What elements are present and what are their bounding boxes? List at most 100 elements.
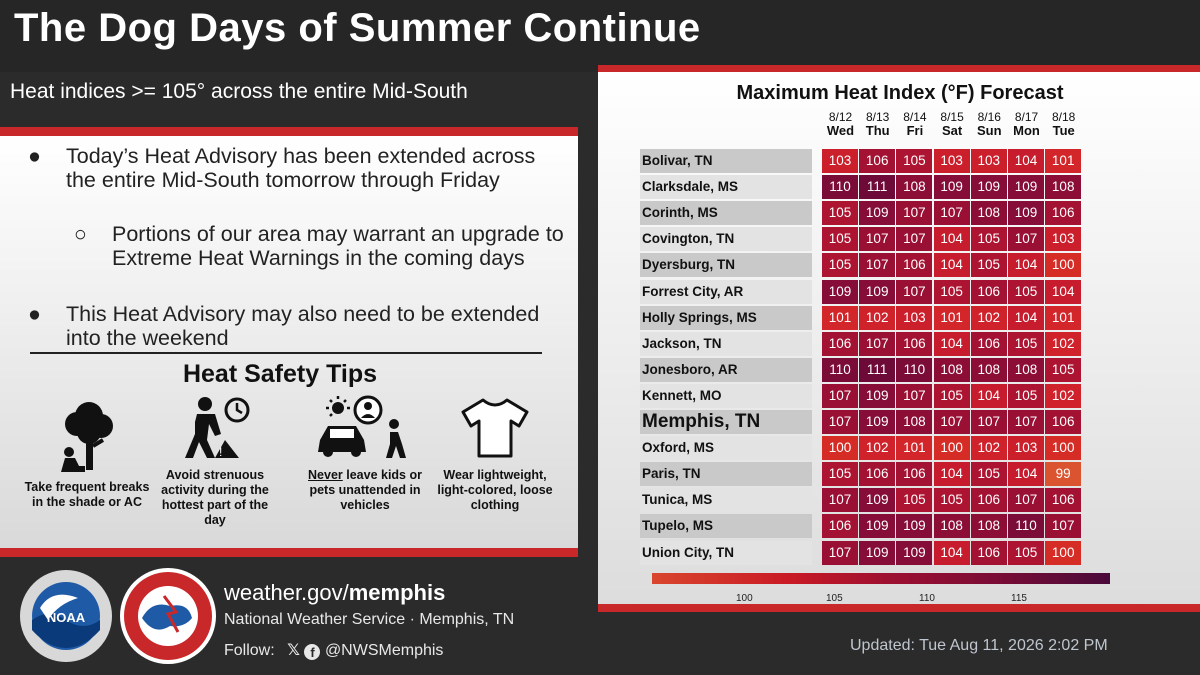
heat-index-cell: 107 [822, 410, 858, 434]
tip-vehicle: Never leave kids or pets unattended in v… [300, 394, 430, 513]
heat-index-cell: 109 [896, 540, 933, 565]
city-name: Bolivar, TN [640, 149, 812, 173]
red-stripe [598, 604, 1200, 612]
city-name: Dyersburg, TN [640, 253, 812, 278]
heat-index-cell: 108 [933, 357, 970, 382]
heat-index-cell: 102 [970, 436, 1007, 461]
day-date: 8/13 [866, 110, 890, 124]
heat-index-cell: 107 [896, 201, 933, 226]
heat-index-cell: 106 [822, 331, 858, 356]
tshirt-icon [461, 398, 529, 458]
heat-index-cell: 107 [1008, 227, 1044, 252]
legend-tick-label: 115 [1011, 593, 1027, 604]
heat-index-cell: 103 [822, 149, 858, 173]
day-header: 8/15 Sat [934, 110, 971, 138]
table-row: Bolivar, TN 103 106 105 103 103 104 101 [640, 149, 1140, 175]
heat-index-cell: 102 [859, 436, 896, 461]
legend-tick-label: 105 [826, 593, 843, 604]
table-row: Corinth, MS 105 109 107 107 108 109 106 [640, 201, 1140, 227]
heat-index-cell: 105 [822, 253, 858, 278]
heat-index-cell: 101 [896, 436, 933, 461]
heat-index-cell: 107 [859, 331, 896, 356]
table-row: Tupelo, MS 106 109 109 108 108 110 107 [640, 514, 1140, 540]
page-subtitle: Heat indices >= 105° across the entire M… [10, 80, 468, 103]
table-row: Forrest City, AR 109 109 107 105 106 105 104 [640, 279, 1140, 306]
heat-index-cell: 108 [970, 514, 1007, 539]
heat-index-cell: 107 [822, 488, 858, 513]
heat-index-cell: 100 [1045, 253, 1082, 278]
heat-index-cell: 105 [933, 279, 970, 304]
day-weekday: Fri [906, 123, 924, 138]
heat-index-cell: 107 [896, 383, 933, 408]
tip-vehicle-text: Never leave kids or pets unattended in v… [308, 468, 422, 512]
heat-index-cell: 102 [1045, 383, 1082, 408]
legend-tick-label: 100 [736, 593, 753, 604]
heat-index-cell: 108 [896, 175, 933, 200]
worker-clock-icon: ! [185, 397, 250, 459]
table-row: Holly Springs, MS 101 102 103 101 102 104 101 [640, 305, 1140, 332]
day-date: 8/17 [1014, 110, 1039, 124]
heat-index-cell: 105 [933, 383, 970, 408]
heat-index-cell: 105 [1045, 357, 1082, 382]
heat-index-cell: 105 [1008, 383, 1044, 408]
heat-index-cell: 104 [1008, 305, 1044, 330]
heat-index-cell: 103 [896, 305, 933, 330]
heat-index-cell: 105 [896, 488, 933, 513]
follow-label: Follow: [224, 642, 275, 659]
heat-index-cell: 102 [859, 305, 896, 330]
heat-index-cell: 105 [822, 201, 858, 226]
heat-index-cell: 108 [970, 201, 1007, 226]
heat-index-cell: 106 [970, 331, 1007, 356]
table-row: Oxford, MS 100 102 101 100 102 103 100 [640, 436, 1140, 462]
heat-index-cell: 109 [859, 488, 896, 513]
day-header: 8/14 Fri [896, 110, 933, 138]
title-bar [0, 0, 1200, 72]
heat-index-cell: 107 [896, 227, 933, 252]
table-row: Dyersburg, TN 105 107 106 104 105 104 100 [640, 253, 1140, 279]
website-link[interactable]: weather.gov/memphis [224, 580, 446, 605]
divider [30, 352, 542, 354]
day-weekday: Sun [977, 123, 1002, 138]
heat-index-cell: 108 [896, 410, 933, 434]
heat-index-cell: 104 [970, 383, 1007, 408]
heat-index-cell: 108 [933, 514, 970, 539]
day-date: 8/16 [977, 110, 1001, 124]
heat-index-cell: 107 [822, 540, 858, 565]
red-stripe [0, 548, 578, 557]
city-name: Jackson, TN [640, 331, 812, 356]
heat-index-cell: 107 [1008, 488, 1044, 513]
social-handle[interactable]: @NWSMemphis [324, 642, 444, 659]
heat-index-cell: 105 [933, 488, 970, 513]
table-row: Tunica, MS 107 109 105 105 106 107 106 [640, 488, 1140, 514]
day-weekday: Sat [941, 123, 963, 138]
tip-clothing: Wear lightweight, light-colored, loose c… [430, 394, 560, 513]
bullet-text: Today’s Heat Advisory has been extended … [66, 144, 536, 192]
heat-index-cell: 109 [970, 175, 1007, 200]
car-child-icon [318, 395, 406, 458]
heat-index-cell: 104 [933, 462, 970, 487]
city-name: Corinth, MS [640, 201, 812, 226]
heat-index-cell: 101 [933, 305, 970, 330]
x-icon[interactable]: 𝕏 [287, 642, 301, 659]
heat-index-cell: 104 [1008, 253, 1044, 278]
heat-index-cell: 105 [896, 149, 933, 173]
heat-index-cell: 105 [822, 227, 858, 252]
heat-index-cell: 107 [933, 201, 970, 226]
heat-index-cell: 109 [822, 279, 858, 304]
facebook-icon[interactable]: f [304, 644, 321, 660]
heat-index-cell: 111 [859, 357, 896, 382]
heat-index-cell: 105 [1008, 279, 1044, 304]
heat-index-cell: 106 [970, 540, 1007, 565]
city-name: Tunica, MS [640, 488, 812, 513]
follow-line: Follow: 𝕏 f @NWSMemphis [224, 640, 443, 660]
heat-index-cell: 105 [822, 462, 858, 487]
heat-index-cell: 109 [1008, 175, 1044, 200]
heat-index-cell: 107 [859, 253, 896, 278]
heat-index-cell: 106 [859, 462, 896, 487]
nws-logo-icon [120, 568, 216, 664]
heat-index-cell: 101 [822, 305, 858, 330]
sub-bullet-item: ○ Portions of our area may warrant an up… [74, 222, 567, 270]
heat-index-cell: 110 [822, 175, 858, 200]
bullet-item: ● This Heat Advisory may also need to be… [28, 302, 546, 350]
table-row: Jackson, TN 106 107 106 104 106 105 102 [640, 331, 1140, 358]
